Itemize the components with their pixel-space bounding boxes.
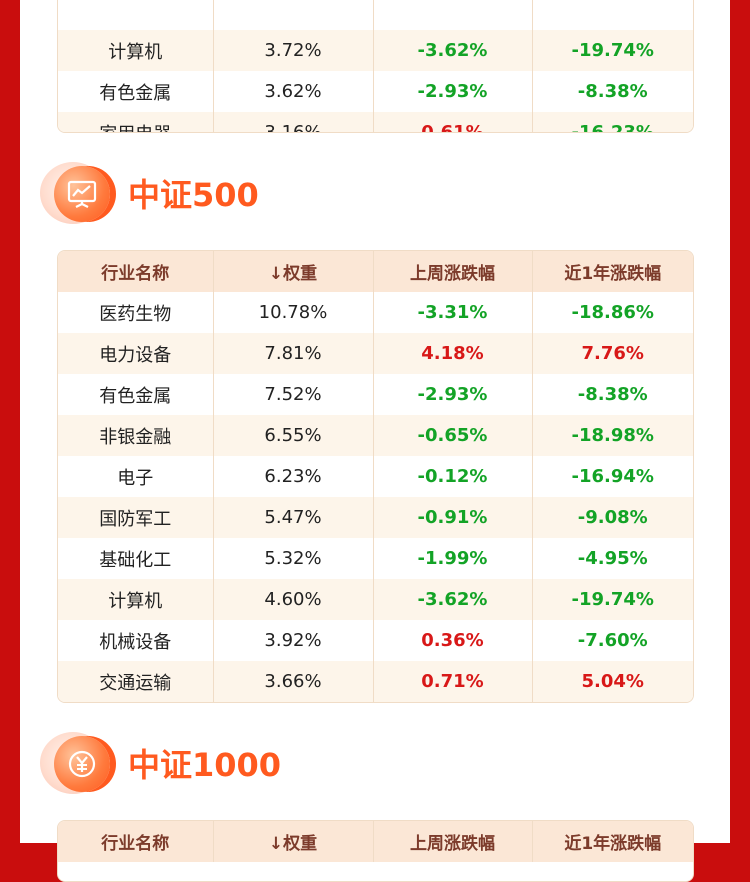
- weight-cell: 7.52%: [212, 374, 373, 415]
- weight-cell: 4.60%: [212, 579, 373, 620]
- section-title: 中证1000: [128, 746, 282, 784]
- weight-cell: 6.55%: [212, 415, 373, 456]
- weight-cell: 3.72%: [212, 30, 373, 71]
- weight-cell: 10.78%: [212, 292, 373, 333]
- chart-board-icon: [40, 162, 114, 224]
- table-header-row: 行业名称 ↓权重 上周涨跌幅 近1年涨跌幅: [58, 251, 693, 292]
- csi500-industry-table: 行业名称 ↓权重 上周涨跌幅 近1年涨跌幅 医药生物 10.78% -3.31% -1…: [57, 250, 694, 703]
- industry-name-cell: 有色金属: [58, 71, 213, 112]
- csi1000-section-header: 中证1000: [40, 731, 281, 795]
- csi1000-industry-table: 行业名称 ↓权重 上周涨跌幅 近1年涨跌幅: [57, 820, 694, 882]
- weight-cell: 7.81%: [212, 333, 373, 374]
- industry-name-cell: 医药生物: [58, 292, 213, 333]
- table-row: 家用电器3.16%0.61%-16.23%: [58, 112, 693, 132]
- csi500-section-header: 中证500: [40, 161, 259, 225]
- yearly-change-cell: -7.60%: [531, 620, 693, 661]
- yearly-change-cell: -19.74%: [531, 30, 693, 71]
- yearly-change-cell: 7.76%: [531, 333, 693, 374]
- weekly-change-cell: 0.61%: [372, 112, 532, 132]
- yearly-change-cell: -18.86%: [531, 292, 693, 333]
- weekly-change-cell: -3.62%: [372, 579, 532, 620]
- table-row: 电子 6.23% -0.12% -16.94%: [58, 456, 693, 497]
- weekly-change-cell: 0.71%: [372, 661, 532, 702]
- table-row: 国防军工 5.47% -0.91% -9.08%: [58, 497, 693, 538]
- yearly-change-cell: -16.94%: [531, 456, 693, 497]
- weekly-change-cell: -2.93%: [372, 374, 532, 415]
- column-header-industry[interactable]: 行业名称: [58, 821, 213, 862]
- weekly-change-cell: 0.36%: [372, 620, 532, 661]
- csi500-table-body: 医药生物 10.78% -3.31% -18.86% 电力设备 7.81% 4.18% 7.7…: [58, 292, 693, 702]
- column-header-weight[interactable]: ↓权重: [212, 251, 373, 292]
- table-row: 机械设备 3.92% 0.36% -7.60%: [58, 620, 693, 661]
- weight-cell: 3.66%: [212, 661, 373, 702]
- table-row: 基础化工 5.32% -1.99% -4.95%: [58, 538, 693, 579]
- top-industry-table: 计算机 3.72% -3.62% -19.74% 有色金属 3.62% -2.93% -8.3…: [57, 0, 694, 133]
- yearly-change-cell: -18.98%: [531, 415, 693, 456]
- table-row: 有色金属 3.62% -2.93% -8.38%: [58, 71, 693, 112]
- yearly-change-cell: -8.38%: [531, 374, 693, 415]
- weekly-change-cell: 4.18%: [372, 333, 532, 374]
- table-row: 计算机 4.60% -3.62% -19.74%: [58, 579, 693, 620]
- industry-name-cell: 计算机: [58, 579, 213, 620]
- weight-cell: 3.92%: [212, 620, 373, 661]
- table-row: 电力设备 7.81% 4.18% 7.76%: [58, 333, 693, 374]
- yearly-change-cell: -9.08%: [531, 497, 693, 538]
- yearly-change-cell: -4.95%: [531, 538, 693, 579]
- table-row: 非银金融 6.55% -0.65% -18.98%: [58, 415, 693, 456]
- industry-name-cell: 交通运输: [58, 661, 213, 702]
- weekly-change-cell: -0.12%: [372, 456, 532, 497]
- section-title: 中证500: [128, 176, 259, 214]
- industry-name-cell: 电力设备: [58, 333, 213, 374]
- industry-name-cell: 基础化工: [58, 538, 213, 579]
- table-row: 有色金属 7.52% -2.93% -8.38%: [58, 374, 693, 415]
- weight-cell: 5.32%: [212, 538, 373, 579]
- column-header-industry[interactable]: 行业名称: [58, 251, 213, 292]
- industry-name-cell: 国防军工: [58, 497, 213, 538]
- yuan-coin-icon: [40, 732, 114, 794]
- table-row: 医药生物 10.78% -3.31% -18.86%: [58, 292, 693, 333]
- weight-cell: 3.62%: [212, 71, 373, 112]
- table-header-row: 行业名称 ↓权重 上周涨跌幅 近1年涨跌幅: [58, 821, 693, 862]
- weight-cell: 5.47%: [212, 497, 373, 538]
- weight-cell: 6.23%: [212, 456, 373, 497]
- weekly-change-cell: -3.31%: [372, 292, 532, 333]
- column-header-yearly-change[interactable]: 近1年涨跌幅: [531, 251, 693, 292]
- top-table-body: 计算机 3.72% -3.62% -19.74% 有色金属 3.62% -2.93% -8.3…: [58, 0, 693, 132]
- weight-cell: 3.16%: [212, 112, 373, 132]
- yearly-change-cell: -8.38%: [531, 71, 693, 112]
- weekly-change-cell: -0.65%: [372, 415, 532, 456]
- weekly-change-cell: -2.93%: [372, 71, 532, 112]
- industry-name-cell: 机械设备: [58, 620, 213, 661]
- table-row: 计算机 3.72% -3.62% -19.74%: [58, 30, 693, 71]
- weekly-change-cell: -0.91%: [372, 497, 532, 538]
- yearly-change-cell: -16.23%: [531, 112, 693, 132]
- yearly-change-cell: -19.74%: [531, 579, 693, 620]
- industry-name-cell: 计算机: [58, 30, 213, 71]
- industry-name-cell: 非银金融: [58, 415, 213, 456]
- column-header-weekly-change[interactable]: 上周涨跌幅: [372, 821, 532, 862]
- column-header-weekly-change[interactable]: 上周涨跌幅: [372, 251, 532, 292]
- table-row: [58, 0, 693, 30]
- weekly-change-cell: -3.62%: [372, 30, 532, 71]
- table-row: 交通运输 3.66% 0.71% 5.04%: [58, 661, 693, 702]
- weekly-change-cell: -1.99%: [372, 538, 532, 579]
- column-header-yearly-change[interactable]: 近1年涨跌幅: [531, 821, 693, 862]
- industry-name-cell: 电子: [58, 456, 213, 497]
- industry-name-cell: 有色金属: [58, 374, 213, 415]
- column-header-weight[interactable]: ↓权重: [212, 821, 373, 862]
- yearly-change-cell: 5.04%: [531, 661, 693, 702]
- industry-name-cell: 家用电器: [58, 112, 213, 132]
